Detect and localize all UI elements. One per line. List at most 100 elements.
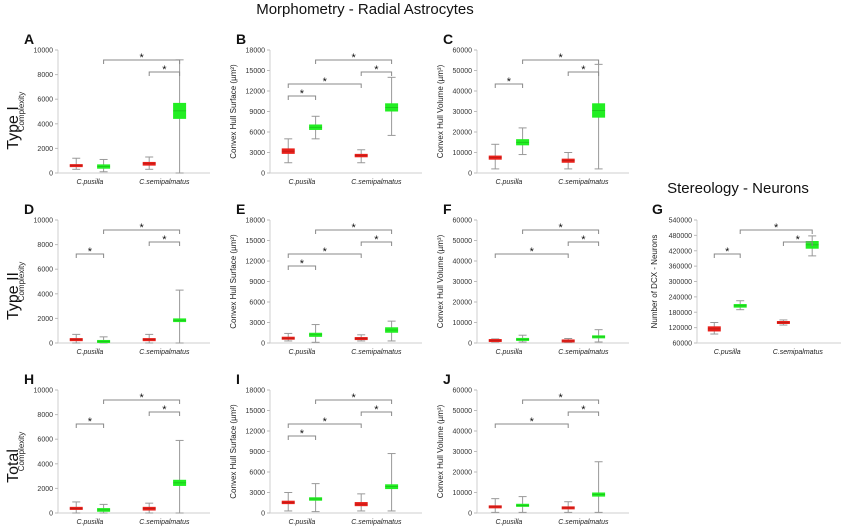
significance-bracket <box>148 241 181 246</box>
y-tick-label: 20000 <box>453 470 473 477</box>
y-tick-label: 360000 <box>669 264 692 271</box>
significance-star: * <box>796 234 801 246</box>
box-green-c-pusilla <box>516 139 530 146</box>
significance-bracket <box>148 71 181 76</box>
significance-star: * <box>558 392 563 404</box>
y-axis-title: Complexity <box>17 262 26 302</box>
box-red-c-pusilla <box>69 506 83 510</box>
y-tick-label: 0 <box>261 511 265 518</box>
panels: A 0 2000 4000 6000 8000 10000 Complexity C.pusil… <box>17 31 841 526</box>
panel-letter-g: G <box>652 201 663 217</box>
y-tick-label: 30000 <box>453 449 473 456</box>
y-tick-label: 15000 <box>246 68 266 75</box>
y-tick-label: 0 <box>49 511 53 518</box>
significance-bracket <box>75 253 105 258</box>
box-green-c-pusilla <box>516 503 530 507</box>
y-tick-label: 12000 <box>246 429 266 436</box>
y-tick-label: 6000 <box>249 300 265 307</box>
category-label: C.pusilla <box>288 349 315 356</box>
y-tick-label: 0 <box>468 171 472 178</box>
y-tick-label: 12000 <box>246 89 266 96</box>
significance-bracket <box>494 423 569 428</box>
significance-star: * <box>374 64 379 76</box>
y-tick-label: 15000 <box>246 408 266 415</box>
significance-star: * <box>558 52 563 64</box>
y-axis-title: Convex Hull Volume (µm³) <box>436 64 445 158</box>
y-tick-label: 60000 <box>453 388 473 395</box>
y-tick-label: 60000 <box>453 218 473 225</box>
box-red-c-semipalmatus <box>142 161 156 166</box>
significance-bracket <box>287 95 317 100</box>
significance-bracket <box>782 241 813 246</box>
y-tick-label: 3000 <box>249 150 265 157</box>
panel-j: J 0 10000 20000 30000 40000 50000 60000 Convex H… <box>436 371 629 526</box>
box-green-c-semipalmatus <box>385 103 399 112</box>
y-tick-label: 40000 <box>453 89 473 96</box>
significance-star: * <box>351 392 356 404</box>
significance-bracket <box>522 229 600 234</box>
significance-star: * <box>374 404 379 416</box>
significance-star: * <box>581 234 586 246</box>
box-green-c-pusilla <box>516 337 530 341</box>
y-tick-label: 8000 <box>37 72 53 79</box>
category-label: C.semipalmatus <box>351 179 402 186</box>
panel-b: B 0 3000 6000 9000 12000 15000 18000 Convex Hull… <box>229 31 422 186</box>
category-label: C.pusilla <box>714 349 741 356</box>
y-tick-label: 420000 <box>669 248 692 255</box>
category-label: C.semipalmatus <box>351 519 402 526</box>
y-tick-label: 300000 <box>669 279 692 286</box>
y-axis-title: Complexity <box>17 92 26 132</box>
significance-bracket <box>494 83 524 88</box>
panel-d: D 0 2000 4000 6000 8000 10000 Complexity C.pusil… <box>17 201 210 356</box>
y-tick-label: 0 <box>261 341 265 348</box>
box-green-c-pusilla <box>309 497 323 501</box>
panel-letter-h: H <box>24 371 34 387</box>
significance-bracket <box>315 59 393 64</box>
box-green-c-pusilla <box>97 339 111 343</box>
significance-bracket <box>287 265 317 270</box>
box-red-c-semipalmatus <box>561 339 575 343</box>
significance-bracket <box>287 83 362 88</box>
significance-star: * <box>162 234 167 246</box>
significance-bracket <box>739 229 813 234</box>
significance-star: * <box>139 392 144 404</box>
y-tick-label: 20000 <box>453 130 473 137</box>
significance-star: * <box>351 52 356 64</box>
box-red-c-pusilla <box>488 155 502 160</box>
box-red-c-pusilla <box>488 339 502 343</box>
box-green-c-semipalmatus <box>173 102 187 119</box>
significance-bracket <box>103 399 181 404</box>
significance-bracket <box>287 253 362 258</box>
panel-e: E 0 3000 6000 9000 12000 15000 18000 Convex Hull… <box>229 201 422 356</box>
significance-bracket <box>360 71 393 76</box>
y-tick-label: 480000 <box>669 233 692 240</box>
y-tick-label: 30000 <box>453 279 473 286</box>
significance-star: * <box>507 76 512 88</box>
panel-letter-i: I <box>236 371 240 387</box>
panel-h: H 0 2000 4000 6000 8000 10000 Complexity C.pusil… <box>17 371 210 526</box>
significance-star: * <box>139 52 144 64</box>
y-tick-label: 9000 <box>249 449 265 456</box>
y-tick-label: 6000 <box>37 437 53 444</box>
stereology-title: Stereology - Neurons <box>667 180 809 197</box>
panel-i: I 0 3000 6000 9000 12000 15000 18000 Convex Hull… <box>229 371 422 526</box>
significance-bracket <box>287 423 362 428</box>
box-green-c-semipalmatus <box>173 479 187 486</box>
category-label: C.semipalmatus <box>558 519 609 526</box>
significance-bracket <box>522 399 600 404</box>
significance-star: * <box>300 88 305 100</box>
significance-star: * <box>323 76 328 88</box>
significance-bracket <box>75 423 105 428</box>
y-tick-label: 6000 <box>37 97 53 104</box>
y-axis-title: Convex Hull Volume (µm³) <box>436 234 445 328</box>
box-red-c-pusilla <box>281 336 295 340</box>
category-label: C.semipalmatus <box>773 349 824 356</box>
significance-bracket <box>567 241 600 246</box>
significance-bracket <box>567 71 600 76</box>
y-tick-label: 50000 <box>453 408 473 415</box>
row-label-type-i: Type I <box>5 106 22 150</box>
box-green-c-semipalmatus <box>592 103 606 118</box>
y-tick-label: 180000 <box>669 310 692 317</box>
significance-bracket <box>522 59 600 64</box>
